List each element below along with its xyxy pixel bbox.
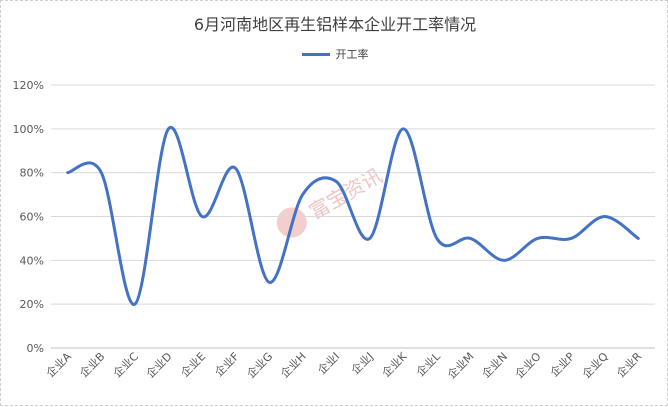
x-tick-label: 企业R <box>613 349 644 380</box>
y-tick-label: 40% <box>20 254 44 267</box>
legend-label: 开工率 <box>335 48 369 61</box>
y-tick-label: 60% <box>20 211 44 224</box>
x-tick-label: 企业L <box>413 349 443 379</box>
y-tick-label: 0% <box>27 342 44 355</box>
x-tick-label: 企业N <box>479 349 510 380</box>
y-tick-label: 100% <box>13 123 44 136</box>
y-tick-label: 120% <box>13 79 44 92</box>
y-tick-label: 80% <box>20 167 44 180</box>
legend-swatch <box>301 52 330 56</box>
x-tick-label: 企业O <box>512 349 544 381</box>
x-tick-label: 企业I <box>315 349 343 377</box>
x-tick-label: 企业P <box>547 349 577 379</box>
x-tick-label: 企业K <box>379 349 410 380</box>
x-tick-label: 企业G <box>244 349 275 380</box>
x-tick-label: 企业J <box>348 349 376 377</box>
x-tick-label: 企业E <box>178 349 208 379</box>
x-tick-label: 企业A <box>43 349 74 380</box>
x-tick-label: 企业Q <box>579 349 611 381</box>
x-tick-label: 企业B <box>77 349 108 380</box>
legend: 开工率 <box>1 46 668 62</box>
x-tick-label: 企业D <box>143 349 174 380</box>
chart-title: 6月河南地区再生铝样本企业开工率情况 <box>193 15 477 34</box>
x-tick-label: 企业H <box>277 349 308 380</box>
x-tick-label: 企业F <box>212 349 242 379</box>
x-tick-label: 企业M <box>444 349 476 381</box>
series-line <box>66 125 640 306</box>
x-tick-label: 企业C <box>110 349 141 380</box>
y-tick-label: 20% <box>20 298 44 311</box>
